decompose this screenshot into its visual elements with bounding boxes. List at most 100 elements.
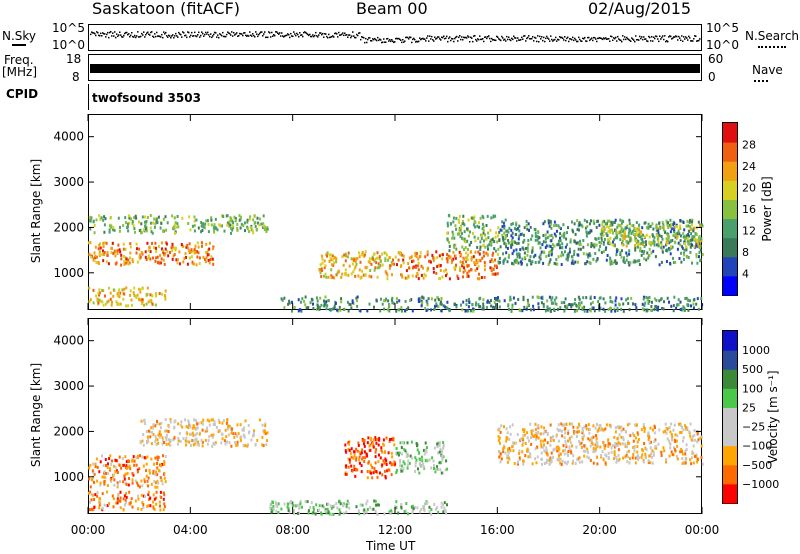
noise-point xyxy=(150,31,152,34)
noise-point xyxy=(633,39,635,41)
power-cell-4 xyxy=(331,275,334,279)
power-cell-3 xyxy=(444,305,446,309)
velocity-cell-5 xyxy=(414,464,417,468)
noise-point xyxy=(296,32,298,35)
velocity-cell-6 xyxy=(505,427,508,431)
velocity-cell-2 xyxy=(125,491,128,495)
noise-point xyxy=(446,35,448,38)
power-cell-6 xyxy=(477,236,480,240)
velocity-cell-0 xyxy=(254,443,257,447)
velocity-cell-6 xyxy=(690,456,693,460)
power-colorbar-tick-label: 8 xyxy=(742,246,749,259)
velocity-cell-0 xyxy=(147,438,150,442)
noise-point xyxy=(342,32,344,34)
velocity-cell-4 xyxy=(385,436,388,440)
power-cell-5 xyxy=(470,255,473,259)
velocity-cell-6 xyxy=(576,458,579,462)
power-cell-7 xyxy=(614,259,617,263)
power-cell-3 xyxy=(430,308,433,312)
noise-point xyxy=(604,38,606,40)
power-cell-3 xyxy=(549,307,551,311)
power-cell-1 xyxy=(116,252,119,255)
power-cell-7 xyxy=(636,259,639,263)
x-tick-label: 16:00 xyxy=(480,523,515,537)
noise-point xyxy=(166,35,168,37)
noise-point xyxy=(641,36,643,38)
velocity-cell-0 xyxy=(252,432,255,436)
power-cell-1 xyxy=(188,242,191,246)
velocity-cell-6 xyxy=(637,438,640,441)
power-cell-2 xyxy=(89,298,92,302)
power-cell-1 xyxy=(185,256,187,259)
power-cell-3 xyxy=(510,309,513,313)
velocity-cell-2 xyxy=(92,508,95,512)
power-cell-4 xyxy=(321,261,324,265)
power-cell-0 xyxy=(160,221,163,225)
velocity-cell-2 xyxy=(106,490,109,494)
velocity-cell-3 xyxy=(280,507,283,511)
power-cell-3 xyxy=(514,301,517,305)
noise-point xyxy=(477,38,479,40)
power-cell-0 xyxy=(214,227,217,230)
velocity-cell-5 xyxy=(424,459,427,463)
power-cell-5 xyxy=(415,265,417,269)
velocity-cell-0 xyxy=(242,428,245,432)
velocity-cell-6 xyxy=(604,461,607,465)
power-cell-1 xyxy=(144,250,147,254)
power-cell-7 xyxy=(645,226,648,230)
power-cell-7 xyxy=(605,258,608,262)
velocity-cell-6 xyxy=(565,422,568,426)
power-cell-7 xyxy=(590,229,593,233)
velocity-cell-6 xyxy=(637,433,640,437)
power-cell-3 xyxy=(598,304,601,308)
power-cell-8 xyxy=(613,238,615,242)
velocity-cell-1 xyxy=(109,454,112,458)
velocity-cell-4 xyxy=(393,460,396,464)
noise-point xyxy=(232,35,234,37)
velocity-cell-6 xyxy=(679,423,682,427)
power-cell-7 xyxy=(639,249,641,253)
velocity-cell-0 xyxy=(221,437,224,441)
noise-point xyxy=(306,32,308,35)
power-cell-7 xyxy=(557,239,560,243)
power-cell-7 xyxy=(559,246,562,250)
power-cell-8 xyxy=(626,240,629,244)
velocity-cell-0 xyxy=(236,440,239,444)
power-cell-5 xyxy=(496,272,499,276)
velocity-cell-4 xyxy=(353,468,356,472)
power-cell-3 xyxy=(468,301,471,304)
velocity-cell-3 xyxy=(395,500,398,504)
velocity-cell-0 xyxy=(215,425,218,429)
noise-point xyxy=(451,37,453,40)
power-cell-7 xyxy=(615,250,618,254)
velocity-cell-1 xyxy=(104,458,107,461)
velocity-cell-3 xyxy=(275,503,278,507)
noise-point xyxy=(448,37,450,40)
noise-point xyxy=(247,34,249,37)
power-cell-7 xyxy=(701,253,704,256)
power-cell-8 xyxy=(651,241,654,245)
power-cell-4 xyxy=(335,273,338,277)
velocity-cell-6 xyxy=(526,449,528,453)
noise-point xyxy=(99,35,101,37)
freq-right-tick-top: 60 xyxy=(708,52,724,66)
power-cell-1 xyxy=(191,262,194,266)
velocity-cell-6 xyxy=(560,452,562,456)
velocity-cell-6 xyxy=(610,450,613,454)
power-cell-3 xyxy=(495,306,498,310)
noise-point xyxy=(507,38,509,41)
power-cell-1 xyxy=(210,255,213,259)
noise-point xyxy=(643,36,645,38)
velocity-colorbar-tick-label: −1000 xyxy=(742,478,779,491)
power-cell-0 xyxy=(239,226,242,230)
velocity-cell-6 xyxy=(576,430,579,434)
power-cell-3 xyxy=(660,298,662,301)
power-cell-3 xyxy=(355,296,358,300)
velocity-cell-0 xyxy=(167,430,170,433)
velocity-cell-3 xyxy=(329,504,332,508)
noise-point xyxy=(548,38,550,40)
power-cell-3 xyxy=(391,298,393,302)
power-cell-7 xyxy=(612,220,615,224)
velocity-cell-1 xyxy=(88,477,91,481)
noise-point xyxy=(130,34,132,37)
